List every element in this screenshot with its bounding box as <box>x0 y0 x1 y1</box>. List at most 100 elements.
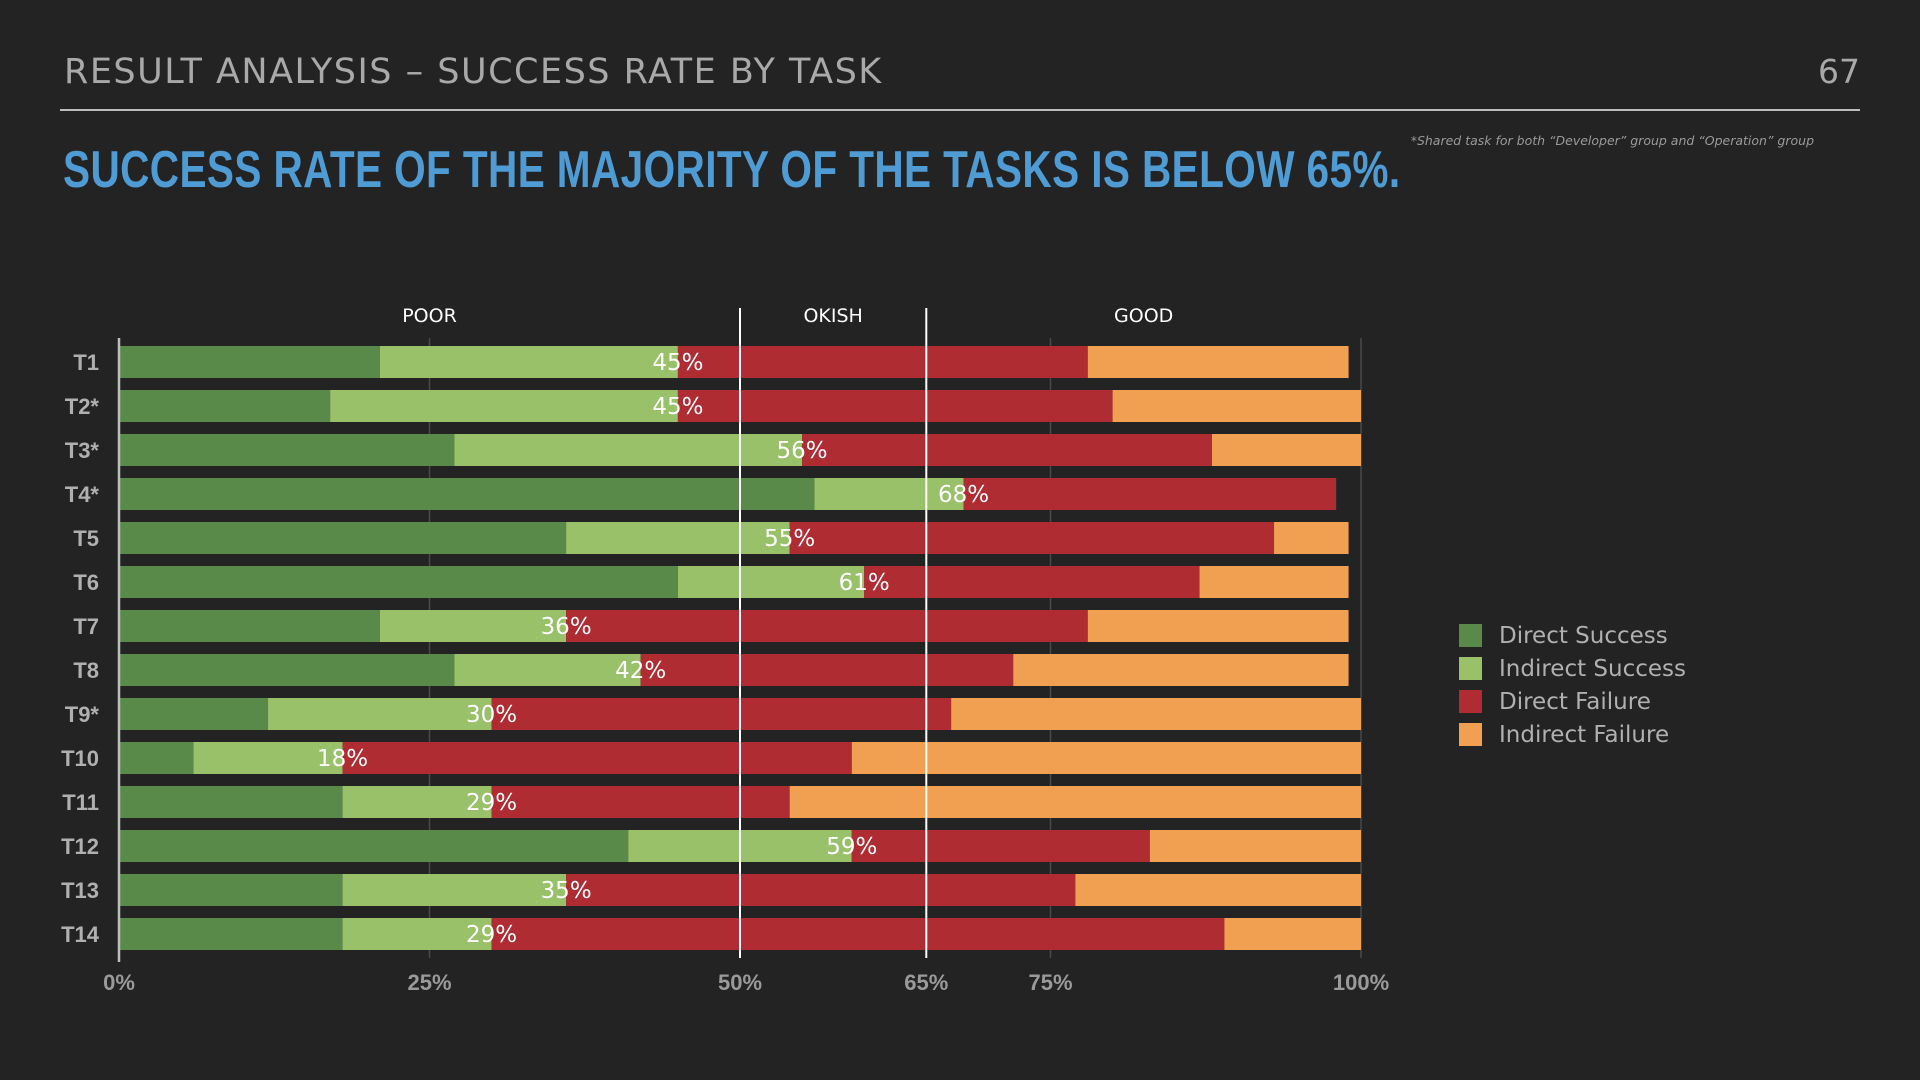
bar-segment-direct-success <box>119 566 678 598</box>
legend-swatch <box>1459 723 1482 746</box>
bar-segment-indirect-success <box>379 610 567 642</box>
bar-segment-direct-success <box>119 390 331 422</box>
bar-segment-indirect-failure <box>1149 830 1361 862</box>
bar-segment-indirect-failure <box>951 698 1361 730</box>
success-rate-label: 55% <box>764 526 815 552</box>
threshold-lines <box>739 308 928 958</box>
success-rate-label: 42% <box>615 658 666 684</box>
success-rate-label: 36% <box>541 614 592 640</box>
bar-segment-indirect-failure <box>1112 390 1361 422</box>
legend-label: Direct Success <box>1499 622 1668 649</box>
category-label: T14 <box>61 922 100 947</box>
success-rate-label: 68% <box>938 482 989 508</box>
footnote: *Shared task for both “Developer” group … <box>1410 133 1814 148</box>
category-label: T13 <box>61 878 99 903</box>
x-tick-label: 75% <box>1028 970 1072 995</box>
bar-segment-direct-success <box>119 830 629 862</box>
bar-segment-direct-failure <box>491 918 1225 950</box>
bar-segment-direct-success <box>119 434 455 466</box>
bar-segment-direct-failure <box>491 698 952 730</box>
x-tick-label: 50% <box>718 970 762 995</box>
success-rate-label: 18% <box>317 746 368 772</box>
legend-label: Indirect Success <box>1499 655 1687 682</box>
bar-segment-indirect-success <box>342 786 492 818</box>
bar-segment-indirect-success <box>454 434 803 466</box>
success-rate-label: 29% <box>466 790 517 816</box>
zone-label: OKISH <box>803 305 862 327</box>
bar-segment-direct-success <box>119 346 380 378</box>
legend-item-direct-failure: Direct Failure <box>1459 685 1686 718</box>
x-tick-label: 25% <box>407 970 451 995</box>
bars <box>119 346 1361 950</box>
legend-swatch <box>1459 657 1482 680</box>
bar-segment-indirect-failure <box>1013 654 1349 686</box>
legend-item-indirect-success: Indirect Success <box>1459 652 1686 685</box>
category-label: T1 <box>73 350 99 375</box>
bar-segment-indirect-failure <box>851 742 1361 774</box>
category-label: T12 <box>61 834 99 859</box>
bar-segment-direct-failure <box>640 654 1014 686</box>
legend-label: Direct Failure <box>1499 688 1651 715</box>
bar-segment-direct-success <box>119 654 455 686</box>
axes: T1 T2* T3* T4* T5 T6 T7 T8 T9* T10 T11 T12 T13 T14 POO… <box>61 305 1389 995</box>
bar-segment-indirect-success <box>342 918 492 950</box>
category-label: T6 <box>73 570 99 595</box>
bar-segment-direct-failure <box>491 786 790 818</box>
success-rate-label: 35% <box>541 878 592 904</box>
legend-item-direct-success: Direct Success <box>1459 619 1686 652</box>
bar-segment-direct-success <box>119 742 194 774</box>
category-label: T10 <box>61 746 99 771</box>
bar-segment-indirect-success <box>342 874 567 906</box>
bar-segment-indirect-failure <box>1274 522 1349 554</box>
bar-segment-direct-failure <box>566 874 1076 906</box>
success-rate-label: 30% <box>466 702 517 728</box>
data-labels: 45% 45% 56% 68% 55% 61% 36% 42% 30% 18% 29% 59% 35% 2… <box>317 350 989 948</box>
bar-segment-direct-failure <box>864 566 1200 598</box>
bar-segment-indirect-failure <box>1087 610 1349 642</box>
headline: SUCCESS RATE OF THE MAJORITY OF THE TASK… <box>63 141 1401 199</box>
category-label: T11 <box>62 790 99 815</box>
bar-segment-indirect-failure <box>1199 566 1349 598</box>
bar-segment-indirect-success <box>193 742 343 774</box>
success-rate-label: 45% <box>652 350 703 376</box>
zone-label: GOOD <box>1114 305 1173 327</box>
success-rate-label: 29% <box>466 922 517 948</box>
legend: Direct Success Indirect Success Direct F… <box>1459 619 1686 751</box>
bar-segment-indirect-failure <box>1224 918 1361 950</box>
legend-swatch <box>1459 624 1482 647</box>
header-divider <box>60 109 1860 111</box>
legend-label: Indirect Failure <box>1499 721 1670 748</box>
section-title: RESULT ANALYSIS – SUCCESS RATE BY TASK <box>64 52 883 92</box>
bar-segment-direct-failure <box>851 830 1150 862</box>
bar-segment-direct-success <box>119 918 343 950</box>
bar-segment-direct-failure <box>802 434 1212 466</box>
bar-segment-indirect-success <box>379 346 678 378</box>
bar-segment-indirect-success <box>268 698 492 730</box>
success-rate-label: 45% <box>652 394 703 420</box>
category-label: T4* <box>65 482 100 507</box>
x-tick-label: 65% <box>904 970 948 995</box>
bar-segment-direct-failure <box>677 346 1088 378</box>
grid-lines <box>428 338 1362 958</box>
legend-swatch <box>1459 690 1482 713</box>
category-label: T5 <box>73 526 99 551</box>
bar-segment-indirect-failure <box>789 786 1361 818</box>
success-rate-label: 59% <box>826 834 877 860</box>
bar-segment-indirect-success <box>677 566 865 598</box>
bar-segment-direct-failure <box>342 742 852 774</box>
bar-segment-direct-failure <box>789 522 1275 554</box>
bar-segment-indirect-failure <box>1211 434 1361 466</box>
bar-segment-indirect-success <box>566 522 790 554</box>
category-label: T2* <box>65 394 100 419</box>
bar-segment-indirect-success <box>454 654 641 686</box>
success-rate-label: 56% <box>777 438 828 464</box>
bar-segment-direct-success <box>119 522 567 554</box>
category-label: T9* <box>65 702 100 727</box>
bar-segment-indirect-success <box>330 390 678 422</box>
bar-segment-indirect-failure <box>1087 346 1349 378</box>
success-rate-label: 61% <box>839 570 890 596</box>
bar-segment-direct-success <box>119 478 815 510</box>
zone-label: POOR <box>402 305 457 327</box>
bar-segment-direct-success <box>119 698 269 730</box>
